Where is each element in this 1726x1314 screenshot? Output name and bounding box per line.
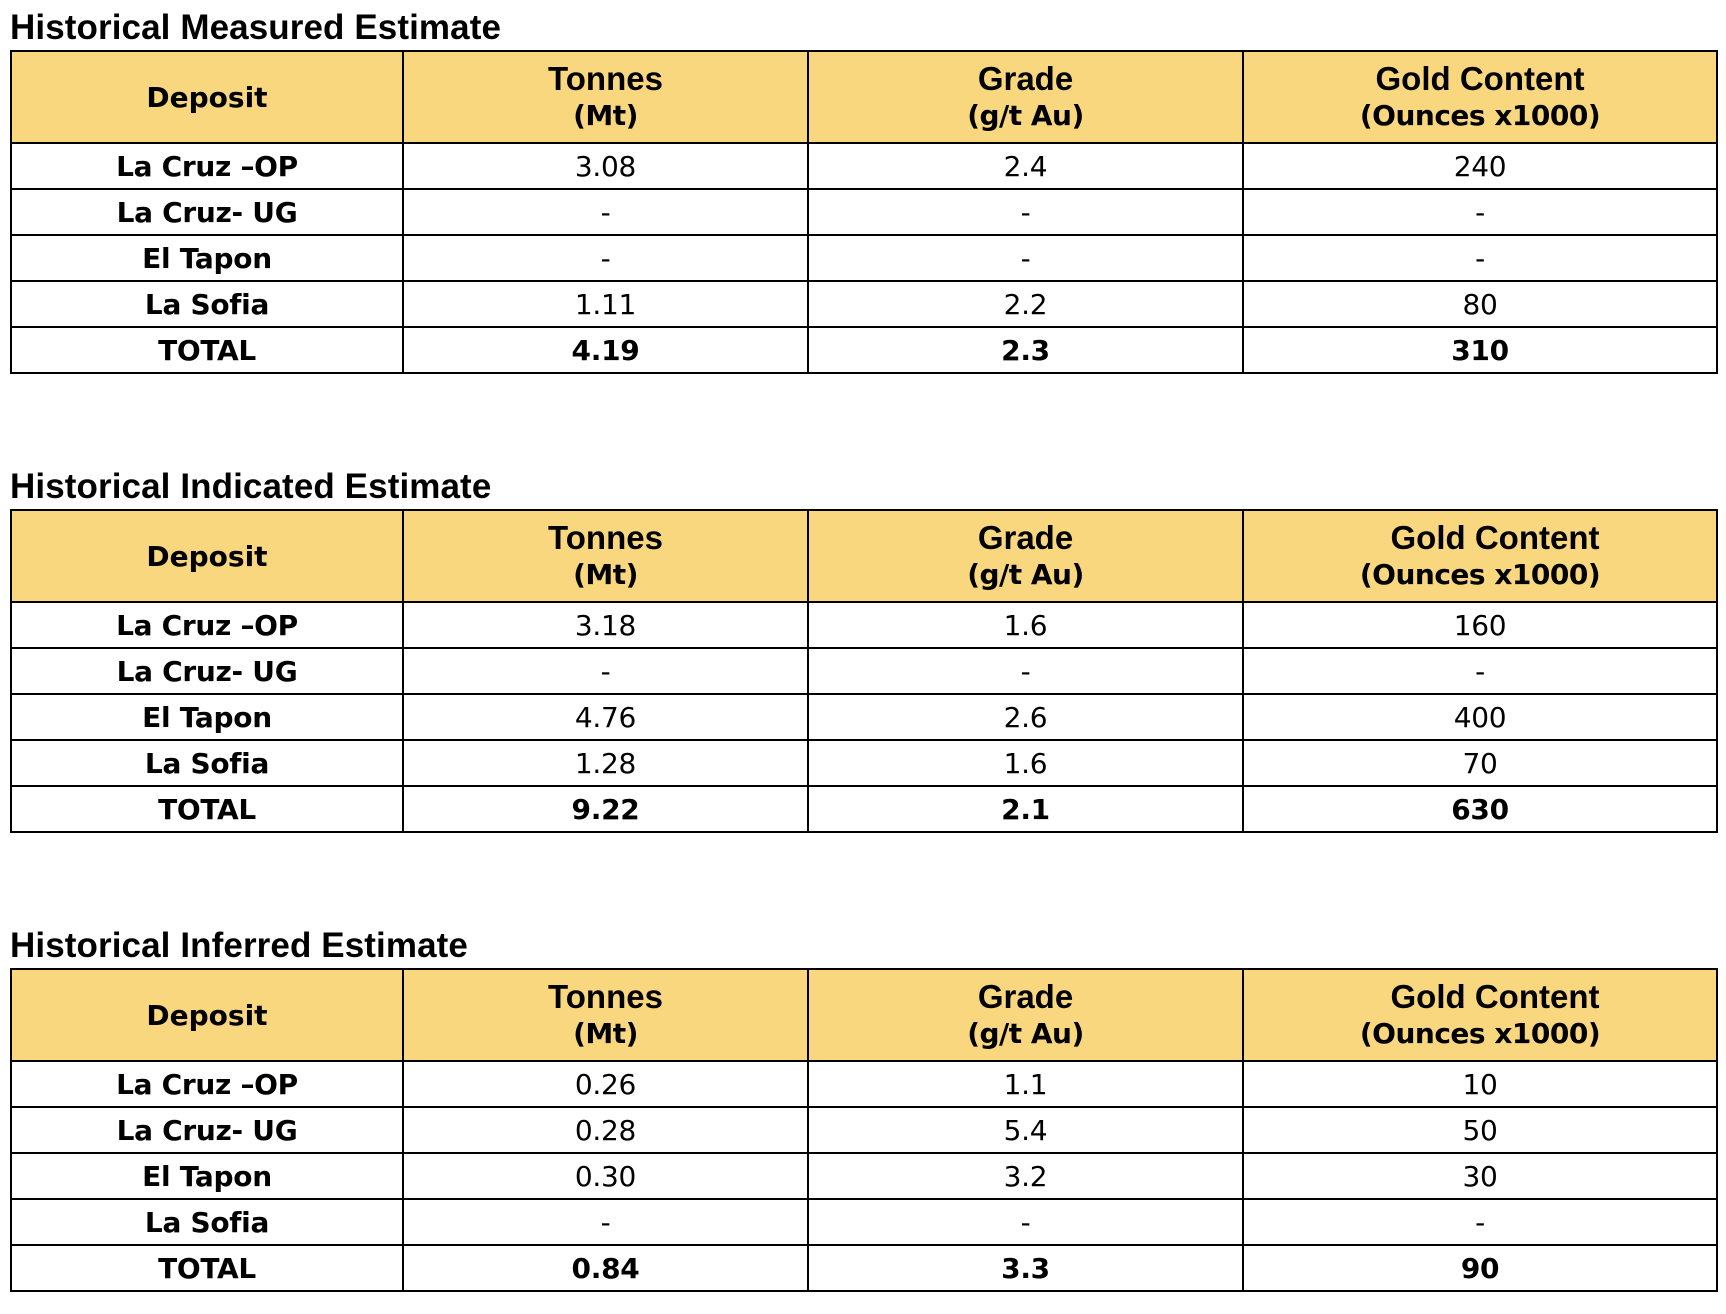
grade-cell: 5.4 bbox=[807, 1106, 1244, 1154]
grade-cell: 1.6 bbox=[807, 601, 1244, 649]
grade-header: Grade (g/t Au) bbox=[807, 968, 1244, 1062]
grade-cell: - bbox=[807, 1198, 1244, 1246]
table-row: El Tapon - - - bbox=[10, 234, 1718, 282]
tonnes-cell: 0.28 bbox=[402, 1106, 809, 1154]
table-row: La Cruz –OP 0.26 1.1 10 bbox=[10, 1060, 1718, 1108]
gold-content-cell: 50 bbox=[1242, 1106, 1718, 1154]
tonnes-cell: - bbox=[402, 188, 809, 236]
total-label: TOTAL bbox=[10, 326, 404, 374]
tonnes-cell: - bbox=[402, 647, 809, 695]
tonnes-header: Tonnes (Mt) bbox=[402, 968, 809, 1062]
deposit-header: Deposit bbox=[10, 968, 404, 1062]
gold-content-cell: 30 bbox=[1242, 1152, 1718, 1200]
table-row: La Cruz- UG - - - bbox=[10, 188, 1718, 236]
tonnes-cell: - bbox=[402, 1198, 809, 1246]
grade-cell: 1.1 bbox=[807, 1060, 1244, 1108]
table-row: La Sofia 1.28 1.6 70 bbox=[10, 739, 1718, 787]
deposit-cell: La Cruz –OP bbox=[10, 1060, 404, 1108]
total-gold-content: 630 bbox=[1242, 785, 1718, 833]
indicated-estimate-table: Deposit Tonnes (Mt) Grade (g/t Au) Gold … bbox=[10, 509, 1718, 833]
total-label: TOTAL bbox=[10, 785, 404, 833]
tonnes-cell: 0.30 bbox=[402, 1152, 809, 1200]
gold-content-cell: - bbox=[1242, 234, 1718, 282]
header-row: Deposit Tonnes (Mt) Grade (g/t Au) Gold … bbox=[10, 509, 1718, 603]
gold-content-cell: - bbox=[1242, 188, 1718, 236]
gold-content-cell: 240 bbox=[1242, 142, 1718, 190]
section-title: Historical Inferred Estimate bbox=[10, 926, 468, 965]
table-row: El Tapon 0.30 3.2 30 bbox=[10, 1152, 1718, 1200]
grade-cell: - bbox=[807, 647, 1244, 695]
tonnes-header: Tonnes (Mt) bbox=[402, 509, 809, 603]
gold-content-cell: 400 bbox=[1242, 693, 1718, 741]
tonnes-cell: 1.11 bbox=[402, 280, 809, 328]
deposit-cell: La Cruz –OP bbox=[10, 142, 404, 190]
tonnes-cell: 0.26 bbox=[402, 1060, 809, 1108]
gold-content-header: Gold Content (Ounces x1000) bbox=[1242, 968, 1718, 1062]
table-row: La Cruz- UG - - - bbox=[10, 647, 1718, 695]
deposit-cell: La Sofia bbox=[10, 1198, 404, 1246]
table-row: La Cruz –OP 3.08 2.4 240 bbox=[10, 142, 1718, 190]
section-title: Historical Measured Estimate bbox=[10, 8, 502, 47]
tonnes-cell: - bbox=[402, 234, 809, 282]
total-row: TOTAL 9.22 2.1 630 bbox=[10, 785, 1718, 833]
grade-header: Grade (g/t Au) bbox=[807, 50, 1244, 144]
tonnes-cell: 1.28 bbox=[402, 739, 809, 787]
total-grade: 3.3 bbox=[807, 1244, 1244, 1292]
total-gold-content: 310 bbox=[1242, 326, 1718, 374]
deposit-cell: La Cruz- UG bbox=[10, 647, 404, 695]
table-row: El Tapon 4.76 2.6 400 bbox=[10, 693, 1718, 741]
table-row: La Sofia - - - bbox=[10, 1198, 1718, 1246]
header-row: Deposit Tonnes (Mt) Grade (g/t Au) Gold … bbox=[10, 968, 1718, 1062]
deposit-cell: La Cruz- UG bbox=[10, 1106, 404, 1154]
measured-estimate-table: Deposit Tonnes (Mt) Grade (g/t Au) Gold … bbox=[10, 50, 1718, 374]
gold-content-cell: 160 bbox=[1242, 601, 1718, 649]
section-title: Historical Indicated Estimate bbox=[10, 467, 492, 506]
tonnes-cell: 4.76 bbox=[402, 693, 809, 741]
deposit-cell: El Tapon bbox=[10, 234, 404, 282]
table-row: La Cruz –OP 3.18 1.6 160 bbox=[10, 601, 1718, 649]
deposit-cell: La Cruz –OP bbox=[10, 601, 404, 649]
deposit-cell: La Sofia bbox=[10, 739, 404, 787]
table-row: La Sofia 1.11 2.2 80 bbox=[10, 280, 1718, 328]
grade-cell: 2.2 bbox=[807, 280, 1244, 328]
header-row: Deposit Tonnes (Mt) Grade (g/t Au) Gold … bbox=[10, 50, 1718, 144]
tonnes-cell: 3.18 bbox=[402, 601, 809, 649]
grade-cell: 2.4 bbox=[807, 142, 1244, 190]
gold-content-cell: 10 bbox=[1242, 1060, 1718, 1108]
deposit-cell: El Tapon bbox=[10, 1152, 404, 1200]
grade-cell: - bbox=[807, 188, 1244, 236]
gold-content-header: Gold Content (Ounces x1000) bbox=[1242, 50, 1718, 144]
total-tonnes: 9.22 bbox=[402, 785, 809, 833]
grade-cell: 3.2 bbox=[807, 1152, 1244, 1200]
gold-content-header: Gold Content (Ounces x1000) bbox=[1242, 509, 1718, 603]
tonnes-cell: 3.08 bbox=[402, 142, 809, 190]
total-tonnes: 4.19 bbox=[402, 326, 809, 374]
gold-content-cell: 70 bbox=[1242, 739, 1718, 787]
grade-header: Grade (g/t Au) bbox=[807, 509, 1244, 603]
total-label: TOTAL bbox=[10, 1244, 404, 1292]
total-tonnes: 0.84 bbox=[402, 1244, 809, 1292]
gold-content-cell: - bbox=[1242, 647, 1718, 695]
gold-content-cell: 80 bbox=[1242, 280, 1718, 328]
total-grade: 2.1 bbox=[807, 785, 1244, 833]
grade-cell: - bbox=[807, 234, 1244, 282]
grade-cell: 2.6 bbox=[807, 693, 1244, 741]
deposit-cell: La Sofia bbox=[10, 280, 404, 328]
deposit-cell: La Cruz- UG bbox=[10, 188, 404, 236]
grade-cell: 1.6 bbox=[807, 739, 1244, 787]
deposit-header: Deposit bbox=[10, 509, 404, 603]
tonnes-header: Tonnes (Mt) bbox=[402, 50, 809, 144]
deposit-header: Deposit bbox=[10, 50, 404, 144]
deposit-cell: El Tapon bbox=[10, 693, 404, 741]
total-grade: 2.3 bbox=[807, 326, 1244, 374]
gold-content-cell: - bbox=[1242, 1198, 1718, 1246]
inferred-estimate-table: Deposit Tonnes (Mt) Grade (g/t Au) Gold … bbox=[10, 968, 1718, 1292]
table-row: La Cruz- UG 0.28 5.4 50 bbox=[10, 1106, 1718, 1154]
total-gold-content: 90 bbox=[1242, 1244, 1718, 1292]
total-row: TOTAL 0.84 3.3 90 bbox=[10, 1244, 1718, 1292]
total-row: TOTAL 4.19 2.3 310 bbox=[10, 326, 1718, 374]
